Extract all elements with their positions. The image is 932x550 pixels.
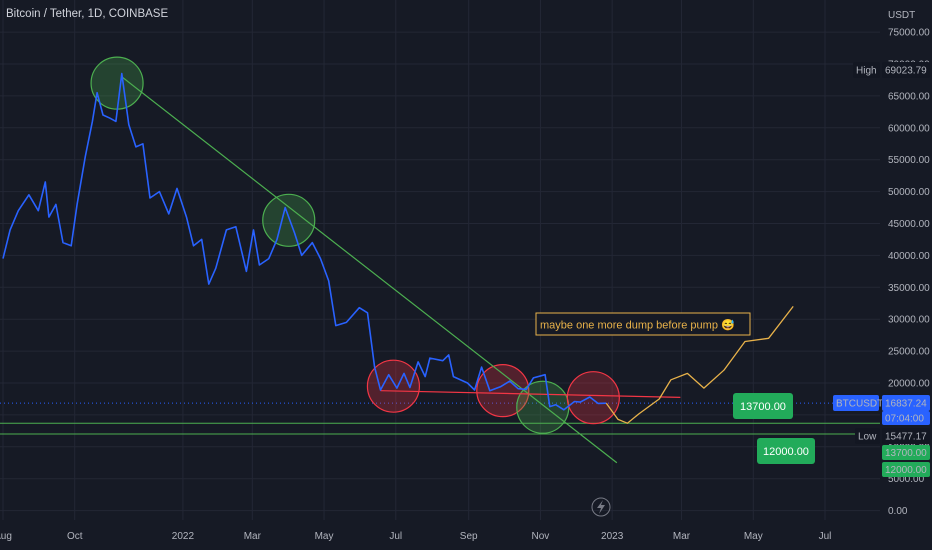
annotation-border xyxy=(535,312,751,336)
annotation-box: maybe one more dump before pump 😅 xyxy=(535,312,751,336)
green-circle xyxy=(262,193,316,247)
high-value-bg xyxy=(882,62,930,78)
level-box-lower: 12000.00 xyxy=(757,438,815,464)
low-value-text: 15477.17 xyxy=(885,432,927,443)
y-tick-label: 30000.00 xyxy=(888,315,930,326)
x-axis: Aug Oct 2022 Mar May Jul Sep Nov 2023 Mar May Jul xyxy=(0,531,831,542)
level-box-upper: 13700.00 xyxy=(733,393,793,419)
x-tick-label: Mar xyxy=(244,531,262,542)
x-tick-label: Aug xyxy=(0,531,12,542)
high-tag-bg xyxy=(853,62,880,78)
y-tick-label: 40000.00 xyxy=(888,251,930,262)
symbol-value-text: 16837.24 xyxy=(885,399,927,410)
symbol-value-bg xyxy=(882,395,930,411)
symbol-value: 16837.24 xyxy=(882,395,930,411)
price-series-line xyxy=(2,72,607,411)
resistance-line xyxy=(380,390,681,398)
y-tick-label: 55000.00 xyxy=(888,155,930,166)
grid xyxy=(0,0,880,520)
level1-tag-text: 13700.00 xyxy=(885,448,927,459)
level-box-upper-text: 13700.00 xyxy=(740,401,786,413)
high-tag: High xyxy=(853,62,880,78)
level1-tag-bg xyxy=(882,445,930,460)
low-tag-bg xyxy=(855,428,880,444)
y-tick-label: 60000.00 xyxy=(888,123,930,134)
y-tick-label: 0.00 xyxy=(888,506,908,517)
x-tick-label: May xyxy=(744,531,763,542)
red-circle xyxy=(476,364,530,418)
level2-tag: 12000.00 xyxy=(882,462,930,477)
y-tick-label: 35000.00 xyxy=(888,283,930,294)
countdown-text: 07:04:00 xyxy=(885,414,924,425)
high-tag-text: High xyxy=(856,66,877,77)
lightning-icon-bolt xyxy=(597,500,605,514)
chart-title: Bitcoin / Tether, 1D, COINBASE xyxy=(6,8,169,20)
trend-lines xyxy=(121,76,681,464)
level2-tag-text: 12000.00 xyxy=(885,465,927,476)
level-box-lower-text: 12000.00 xyxy=(763,446,809,458)
y-tick-label: 45000.00 xyxy=(888,219,930,230)
high-value-text: 69023.79 xyxy=(885,66,927,77)
x-tick-label: Jul xyxy=(819,531,832,542)
y-tick-label: 50000.00 xyxy=(888,187,930,198)
x-tick-label: May xyxy=(315,531,334,542)
low-tag-text: Low xyxy=(858,432,877,443)
horizontal-levels xyxy=(0,402,880,435)
symbol-tag-bg xyxy=(833,395,879,411)
overlay-labels: maybe one more dump before pump 😅 13700.0… xyxy=(535,312,815,517)
countdown-bg xyxy=(882,411,930,425)
level1-tag: 13700.00 xyxy=(882,445,930,460)
projection-line xyxy=(605,306,794,424)
low-value: 15477.17 xyxy=(882,428,930,444)
series-lines xyxy=(2,72,794,424)
x-tick-label: Jul xyxy=(389,531,402,542)
high-value: 69023.79 xyxy=(882,62,930,78)
low-value-bg xyxy=(882,428,930,444)
x-tick-label: Nov xyxy=(532,531,550,542)
y-tick-label: 75000.00 xyxy=(888,28,930,39)
x-tick-label: Oct xyxy=(67,531,83,542)
annotation-text: maybe one more dump before pump 😅 xyxy=(540,319,735,332)
x-tick-label: Mar xyxy=(673,531,691,542)
x-tick-label: 2023 xyxy=(601,531,624,542)
level-box-lower-bg xyxy=(757,438,815,464)
x-tick-label: Sep xyxy=(460,531,478,542)
countdown: 07:04:00 xyxy=(882,411,930,425)
level2-tag-bg xyxy=(882,462,930,477)
level-box-upper-bg xyxy=(733,393,793,419)
downtrend-line xyxy=(121,76,618,464)
currency-label: USDT xyxy=(888,10,915,21)
y-axis: 0.005000.0010000.0015000.0020000.0025000… xyxy=(833,10,930,517)
y-tick-label: 5000.00 xyxy=(888,474,925,485)
lightning-icon xyxy=(591,497,611,517)
y-tick-label: 25000.00 xyxy=(888,347,930,358)
y-tick-label: 20000.00 xyxy=(888,379,930,390)
symbol-tag-text: BTCUSDT xyxy=(836,399,883,410)
red-circle xyxy=(566,371,620,425)
low-tag: Low xyxy=(855,428,880,444)
symbol-tag: BTCUSDT xyxy=(833,395,883,411)
lightning-icon-ring xyxy=(591,497,611,517)
x-tick-label: 2022 xyxy=(172,531,195,542)
y-tick-label: 65000.00 xyxy=(888,91,930,102)
red-circle xyxy=(366,359,421,413)
